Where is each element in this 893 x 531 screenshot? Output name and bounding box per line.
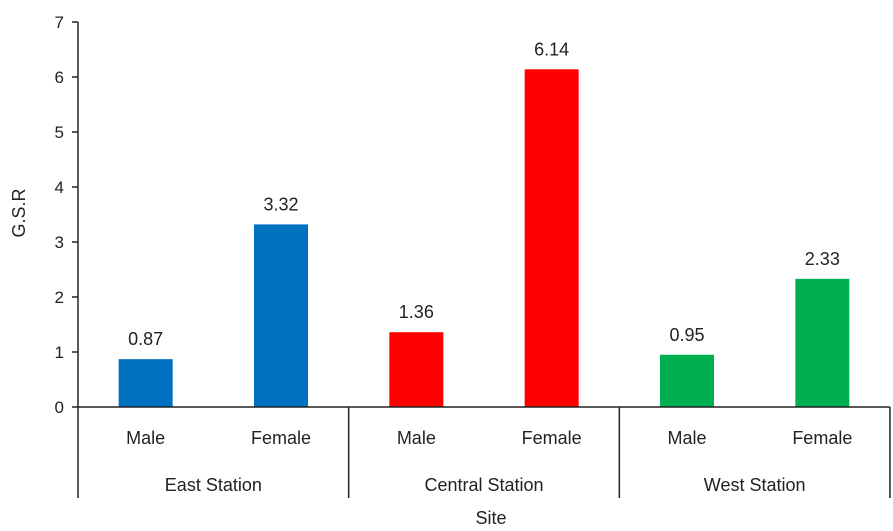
y-tick-label: 4 xyxy=(55,178,64,197)
category-label: Female xyxy=(522,428,582,448)
bar xyxy=(118,359,173,407)
category-label: Male xyxy=(126,428,165,448)
category-label: Female xyxy=(251,428,311,448)
y-tick-label: 2 xyxy=(55,288,64,307)
group-label: Central Station xyxy=(424,475,543,495)
group-label: East Station xyxy=(165,475,262,495)
data-label: 0.95 xyxy=(669,325,704,345)
bar xyxy=(254,224,308,407)
data-label: 1.36 xyxy=(399,302,434,322)
y-tick-label: 1 xyxy=(55,343,64,362)
data-label: 2.33 xyxy=(805,249,840,269)
bar xyxy=(389,332,444,407)
data-label: 6.14 xyxy=(534,39,569,59)
bar xyxy=(660,354,714,407)
y-axis-title: G.S.R xyxy=(9,188,29,237)
group-label: West Station xyxy=(704,475,806,495)
category-label: Male xyxy=(397,428,436,448)
x-axis-title: Site xyxy=(475,508,506,528)
bar xyxy=(524,69,579,408)
bar xyxy=(795,278,850,407)
y-tick-label: 3 xyxy=(55,233,64,252)
category-label: Male xyxy=(667,428,706,448)
data-label: 0.87 xyxy=(128,329,163,349)
y-tick-label: 0 xyxy=(55,398,64,417)
x-axis: Male Female East Station Male Female Central … xyxy=(77,406,891,498)
bars: 0.87 3.32 1.36 6.14 0.95 2.33 xyxy=(118,39,850,408)
category-label: Female xyxy=(792,428,852,448)
y-tick-label: 5 xyxy=(55,123,64,142)
y-axis: 0 1 2 3 4 5 6 7 xyxy=(55,13,79,417)
y-tick-label: 6 xyxy=(55,68,64,87)
y-tick-label: 7 xyxy=(55,13,64,32)
data-label: 3.32 xyxy=(263,194,298,214)
